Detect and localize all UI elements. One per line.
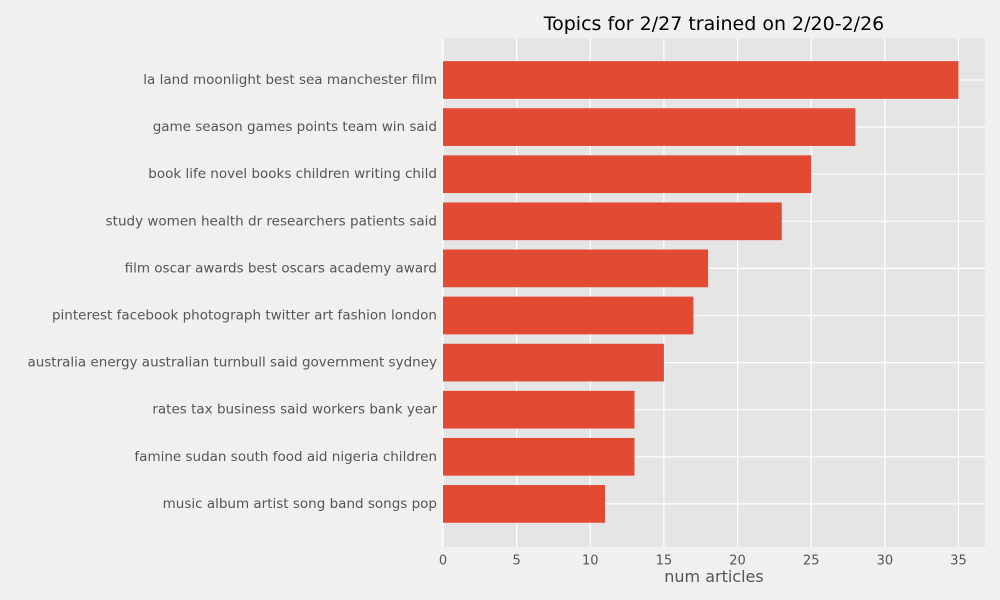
x-tick-label: 20	[729, 554, 746, 569]
category-label: la land moonlight best sea manchester fi…	[143, 72, 437, 88]
category-label: book life novel books children writing c…	[148, 166, 437, 182]
category-label: music album artist song band songs pop	[163, 496, 437, 512]
bar	[443, 108, 856, 146]
x-tick-label: 15	[656, 554, 673, 569]
category-label: game season games points team win said	[153, 119, 437, 135]
bar	[443, 485, 606, 523]
category-label: study women health dr researchers patien…	[106, 213, 437, 229]
x-tick-label: 0	[439, 554, 447, 569]
bar	[443, 155, 812, 194]
bar	[443, 390, 635, 429]
chart-title: Topics for 2/27 trained on 2/20-2/26	[543, 13, 885, 35]
bars	[443, 61, 959, 523]
category-labels: la land moonlight best sea manchester fi…	[27, 72, 437, 512]
bar	[443, 249, 709, 288]
x-tick-label: 30	[877, 554, 894, 569]
x-tick-label: 35	[950, 554, 967, 569]
category-label: rates tax business said workers bank yea…	[152, 402, 437, 418]
category-label: pinterest facebook photograph twitter ar…	[52, 308, 437, 324]
bar	[443, 61, 959, 99]
x-tick-label: 5	[513, 554, 521, 569]
bar	[443, 343, 664, 382]
category-label: famine sudan south food aid nigeria chil…	[134, 449, 437, 465]
x-tick-labels: 0 5 10 15 20 25 30 35	[439, 554, 967, 569]
x-tick-label: 25	[803, 554, 820, 569]
bar	[443, 202, 782, 241]
category-label: film oscar awards best oscars academy aw…	[125, 260, 437, 276]
x-tick-label: 10	[582, 554, 599, 569]
bar	[443, 437, 635, 476]
category-label: australia energy australian turnbull sai…	[27, 355, 437, 371]
bar	[443, 296, 694, 335]
x-axis-title: num articles	[664, 567, 763, 586]
